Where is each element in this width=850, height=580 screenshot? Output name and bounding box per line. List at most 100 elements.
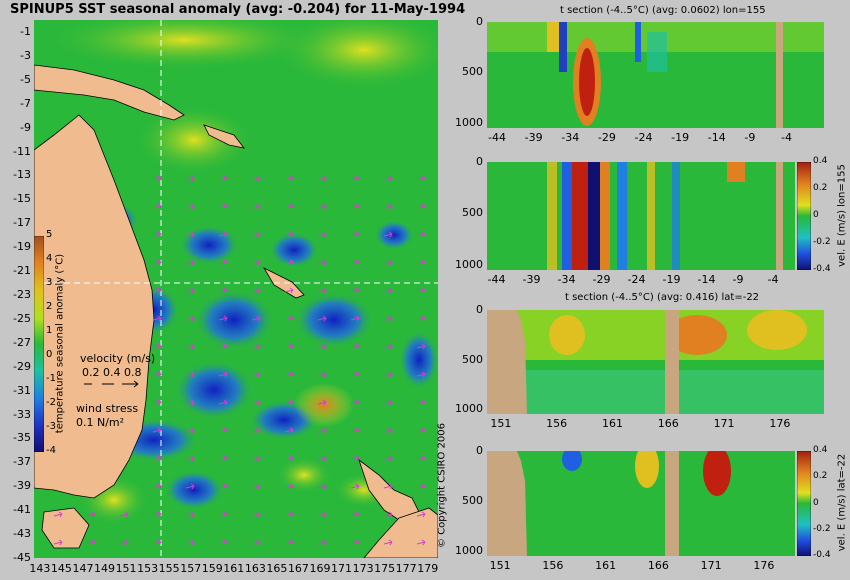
vel-colorbar-tick: 0 (813, 497, 819, 508)
wind-arrow (218, 539, 228, 546)
section-y-tick: 500 (462, 494, 483, 507)
wind-arrow (383, 455, 393, 462)
map-colorbar-tick: 5 (46, 229, 53, 240)
section-temp-lat (487, 310, 824, 414)
wind-arrow (218, 371, 228, 378)
map-x-tick: 171 (331, 562, 353, 575)
wind-legend-value: 0.1 N/m² (76, 416, 125, 429)
wind-arrow (86, 539, 96, 546)
vel-colorbar-lon-label: vel. E (m/s) lon=155 (836, 164, 848, 267)
velocity-legend-label: velocity (m/s) (80, 352, 156, 365)
section-x-tick: 161 (595, 559, 617, 572)
vel-colorbar-tick: 0 (813, 210, 819, 220)
section-x-tick: -9 (732, 273, 744, 286)
velocity-legend-values: 0.2 0.4 0.8 (82, 366, 142, 379)
wind-arrow (284, 539, 294, 546)
map-colorbar-label: temperature seasonal anomaly (°C) (54, 253, 66, 434)
wind-arrow (152, 203, 162, 210)
wind-arrow (383, 371, 393, 378)
sst-map (34, 20, 438, 558)
map-y-tick: -43 (13, 527, 31, 541)
map-colorbar-tick: 1 (46, 325, 53, 336)
wind-arrow (119, 511, 129, 518)
wind-arrow (383, 399, 393, 406)
map-y-tick: -23 (13, 287, 31, 301)
wind-arrow (218, 175, 228, 182)
section-y-tick: 0 (476, 155, 483, 168)
section-vel-lat (487, 451, 795, 556)
section-x-tick: 166 (657, 417, 679, 430)
wind-arrow (416, 539, 426, 546)
wind-arrow (152, 231, 162, 238)
wind-arrow (218, 287, 228, 294)
map-y-tick: -33 (13, 407, 31, 421)
section-y-tick: 1000 (455, 402, 483, 416)
wind-arrow (383, 539, 393, 546)
wind-arrow (284, 259, 294, 266)
wind-arrow (251, 539, 261, 546)
vel-colorbar-tick: 0.4 (813, 445, 828, 455)
wind-arrow (317, 399, 327, 406)
wind-arrow (317, 455, 327, 462)
map-colorbar-tick: -4 (46, 445, 56, 456)
vel-colorbar-tick: 0.2 (813, 183, 828, 193)
section-x-tick: -34 (557, 273, 576, 286)
wind-arrow (251, 483, 261, 490)
map-y-tick: -7 (20, 96, 31, 110)
wind-arrow (152, 539, 162, 546)
map-x-tick: 165 (266, 562, 288, 575)
wind-arrow (383, 315, 393, 322)
wind-arrow (152, 371, 162, 378)
wind-arrow (152, 455, 162, 462)
section-x-tick: -39 (522, 273, 541, 286)
map-y-tick: -3 (20, 48, 31, 62)
map-x-tick: 161 (223, 562, 245, 575)
wind-arrow (317, 175, 327, 182)
wind-arrow (251, 175, 261, 182)
wind-arrow (251, 231, 261, 238)
wind-arrow (416, 371, 426, 378)
wind-arrow (383, 259, 393, 266)
section-x-tick: 156 (542, 559, 564, 572)
section-x-tick: -24 (634, 131, 653, 144)
map-colorbar-tick: -2 (46, 397, 56, 408)
map-x-tick: 173 (352, 562, 374, 575)
wind-arrow (416, 315, 426, 322)
wind-arrow (350, 483, 360, 490)
section-x-tick: -24 (627, 273, 646, 286)
vel-colorbar-tick: 0.2 (813, 471, 828, 482)
map-y-tick: -35 (13, 431, 31, 445)
wind-arrow (350, 399, 360, 406)
wind-arrow (317, 371, 327, 378)
wind-arrow (185, 315, 195, 322)
section-y-tick: 500 (462, 352, 483, 366)
map-x-tick: 147 (72, 562, 94, 575)
wind-arrow (284, 511, 294, 518)
map-title: SPINUP5 SST seasonal anomaly (avg: -0.20… (10, 2, 466, 17)
wind-arrow (383, 483, 393, 490)
section-x-tick: -4 (767, 273, 779, 286)
panel1-title: t section (-4..5°C) (avg: 0.0602) lon=15… (560, 5, 766, 16)
section-y-tick: 0 (476, 15, 483, 28)
wind-arrow (317, 343, 327, 350)
wind-arrow (152, 315, 162, 322)
wind-arrow (185, 343, 195, 350)
map-y-tick: -17 (13, 216, 31, 230)
map-y-tick: -39 (13, 479, 31, 493)
wind-arrow (350, 175, 360, 182)
wind-arrow (284, 399, 294, 406)
map-x-tick: 155 (158, 562, 180, 575)
map-x-tick: 145 (50, 562, 72, 575)
wind-arrow (185, 511, 195, 518)
wind-arrow (152, 287, 162, 294)
wind-arrow (284, 287, 294, 294)
panel3-title: t section (-4..5°C) (avg: 0.416) lat=-22 (565, 292, 760, 303)
wind-arrow (218, 455, 228, 462)
vel-colorbar-tick: -0.4 (813, 550, 831, 560)
wind-arrow (218, 399, 228, 406)
wind-arrow (185, 427, 195, 434)
vel-colorbar-lat (797, 451, 811, 556)
wind-arrow (416, 399, 426, 406)
wind-arrow (284, 315, 294, 322)
section-x-tick: -14 (697, 273, 716, 286)
